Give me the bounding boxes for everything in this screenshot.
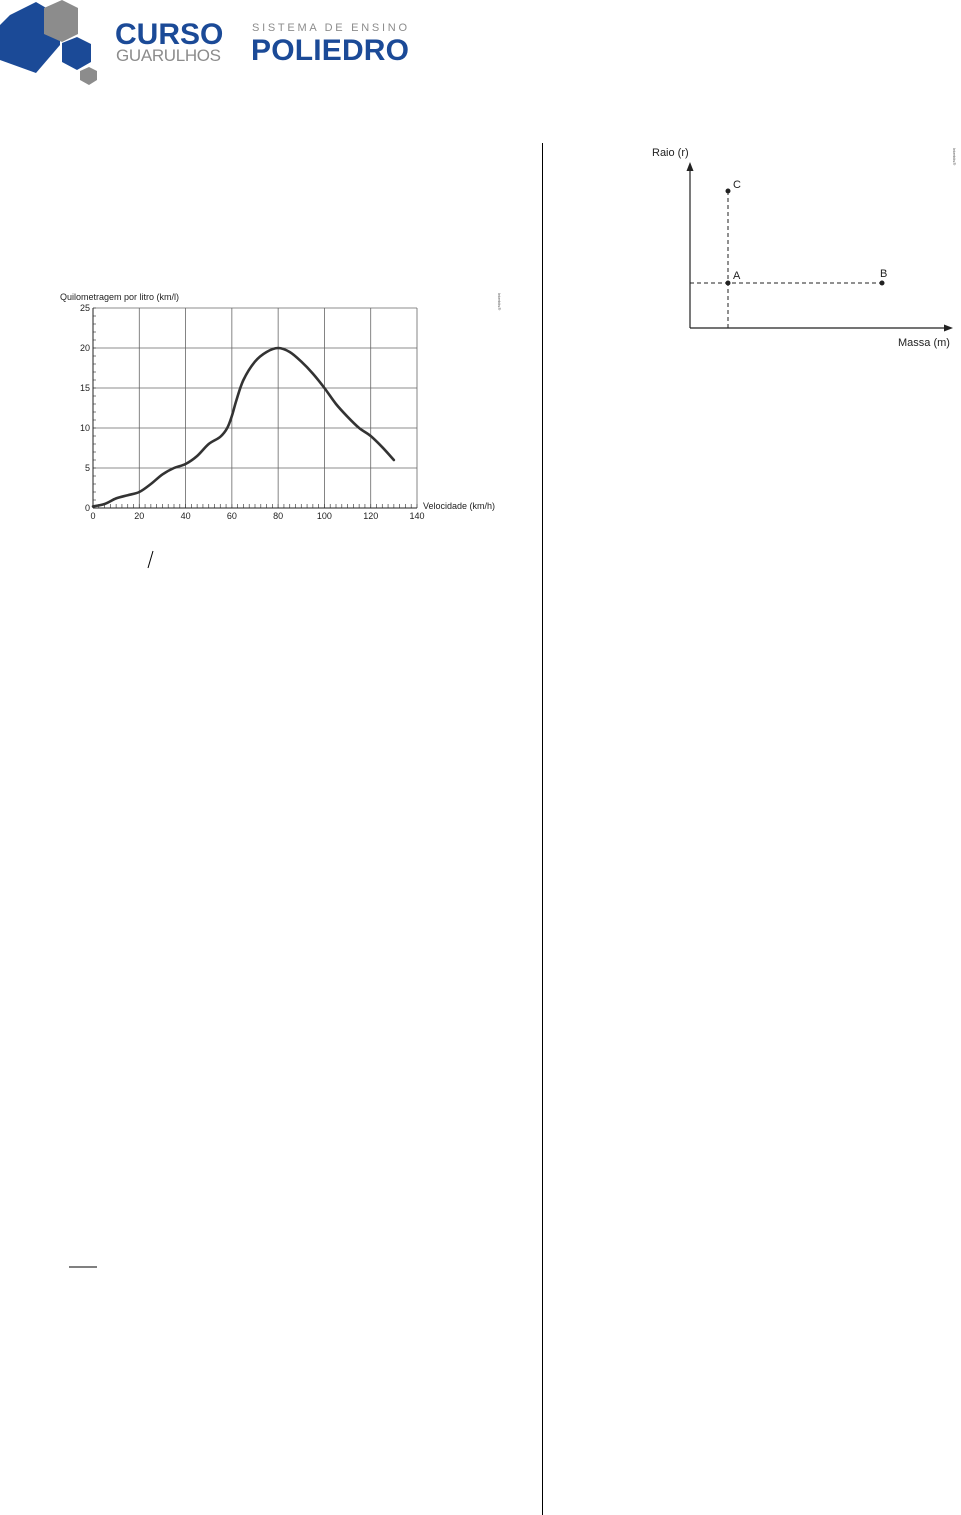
point-b (879, 280, 885, 286)
series-line (91, 346, 396, 508)
x-axis-label: Massa (m) (898, 337, 950, 349)
x-tick-label: 0 (90, 511, 95, 521)
x-tick-label: 20 (134, 511, 144, 521)
x-tick-label: 120 (363, 511, 378, 521)
y-axis-arrow (686, 162, 694, 171)
logo-curso: CURSO (115, 18, 223, 51)
fuel-efficiency-chart: Quilometragem por litro (km/l) Velocidad… (60, 292, 502, 569)
watermark: Interbits® (952, 148, 957, 165)
watermark: Interbits® (497, 293, 502, 310)
x-axis-label: Velocidade (km/h) (423, 501, 495, 511)
logo-poliedro: POLIEDRO (251, 34, 409, 67)
y-tick-label: 15 (80, 383, 90, 393)
logo-sistema: SISTEMA DE ENSINO (252, 22, 409, 34)
x-axis-arrow (944, 324, 953, 332)
y-tick-label: 5 (85, 463, 90, 473)
column-divider (542, 143, 543, 1515)
logo-hexagon-blue-small (62, 37, 91, 70)
point-a (725, 280, 731, 286)
logo-hexagon-gray (44, 0, 78, 42)
y-axis-label: Quilometragem por litro (km/l) (60, 292, 179, 302)
logo-guarulhos: GUARULHOS (116, 46, 221, 65)
y-tick-label: 10 (80, 423, 90, 433)
x-tick-label: 60 (227, 511, 237, 521)
x-tick-label: 40 (181, 511, 191, 521)
point-c (725, 188, 731, 194)
radius-mass-diagram: Raio (r) Massa (m) Interbits® C A B (652, 147, 957, 349)
slash-mark (147, 550, 154, 569)
x-tick-label: 80 (273, 511, 283, 521)
label-a: A (733, 270, 741, 282)
x-tick-label: 140 (409, 511, 424, 521)
y-axis-label: Raio (r) (652, 147, 689, 159)
y-tick-label: 20 (80, 343, 90, 353)
y-tick-label: 25 (80, 303, 90, 313)
logo: CURSO GUARULHOS SISTEMA DE ENSINO POLIED… (0, 0, 409, 85)
x-tick-label: 100 (317, 511, 332, 521)
label-b: B (880, 268, 887, 280)
label-c: C (733, 179, 741, 191)
fraction-bar (69, 1266, 97, 1268)
y-tick-label: 0 (85, 503, 90, 513)
logo-hexagon-gray-small (80, 67, 97, 85)
